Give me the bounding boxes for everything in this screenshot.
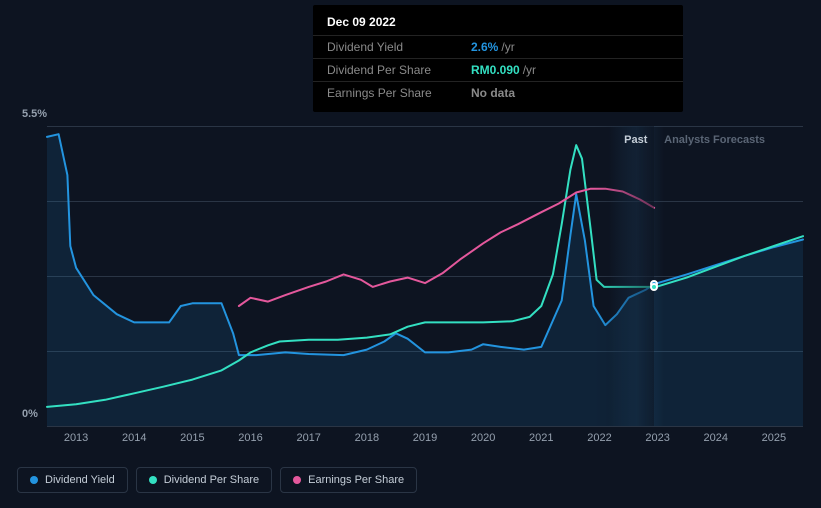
tooltip-unit: /yr [523, 63, 536, 77]
x-axis-tick: 2025 [762, 432, 786, 444]
x-axis-tick: 2018 [355, 432, 379, 444]
legend-item[interactable]: Dividend Per Share [136, 467, 272, 493]
y-axis-min: 0% [22, 408, 38, 420]
chart-marker [650, 283, 658, 291]
tooltip-unit: /yr [501, 40, 514, 54]
tooltip-row: Earnings Per ShareNo data [313, 81, 683, 104]
legend-item[interactable]: Earnings Per Share [280, 467, 417, 493]
x-axis-tick: 2013 [64, 432, 88, 444]
tooltip-key: Earnings Per Share [327, 86, 471, 100]
x-axis-labels: 2013 2014 2015 2016 2017 2018 2019 2020 2021 2022… [47, 432, 803, 446]
tooltip-row: Dividend Per ShareRM0.090/yr [313, 58, 683, 81]
legend-label: Dividend Per Share [164, 474, 259, 486]
section-label-forecast: Analysts Forecasts [664, 134, 765, 146]
x-axis-tick: 2023 [645, 432, 669, 444]
tooltip-key: Dividend Per Share [327, 63, 471, 77]
x-axis-tick: 2020 [471, 432, 495, 444]
legend-dot-icon [293, 476, 301, 484]
x-axis-tick: 2017 [296, 432, 320, 444]
tooltip-value: No data [471, 86, 515, 100]
x-axis-tick: 2016 [238, 432, 262, 444]
x-axis-tick: 2019 [413, 432, 437, 444]
legend-item[interactable]: Dividend Yield [17, 467, 128, 493]
x-axis-tick: 2022 [587, 432, 611, 444]
chart-area [47, 126, 803, 426]
legend-dot-icon [30, 476, 38, 484]
legend-label: Dividend Yield [45, 474, 115, 486]
tooltip-date: Dec 09 2022 [313, 15, 683, 35]
x-axis-tick: 2014 [122, 432, 146, 444]
tooltip-key: Dividend Yield [327, 40, 471, 54]
x-axis-tick: 2021 [529, 432, 553, 444]
section-label-past: Past [624, 134, 647, 146]
tooltip: Dec 09 2022 Dividend Yield2.6%/yrDividen… [313, 5, 683, 112]
legend: Dividend Yield Dividend Per Share Earnings… [17, 467, 417, 493]
tooltip-value: RM0.090 [471, 63, 520, 77]
legend-dot-icon [149, 476, 157, 484]
tooltip-value: 2.6% [471, 40, 498, 54]
y-axis-max: 5.5% [22, 108, 47, 120]
x-axis-tick: 2015 [180, 432, 204, 444]
legend-label: Earnings Per Share [308, 474, 404, 486]
tooltip-row: Dividend Yield2.6%/yr [313, 35, 683, 58]
x-axis-tick: 2024 [704, 432, 728, 444]
